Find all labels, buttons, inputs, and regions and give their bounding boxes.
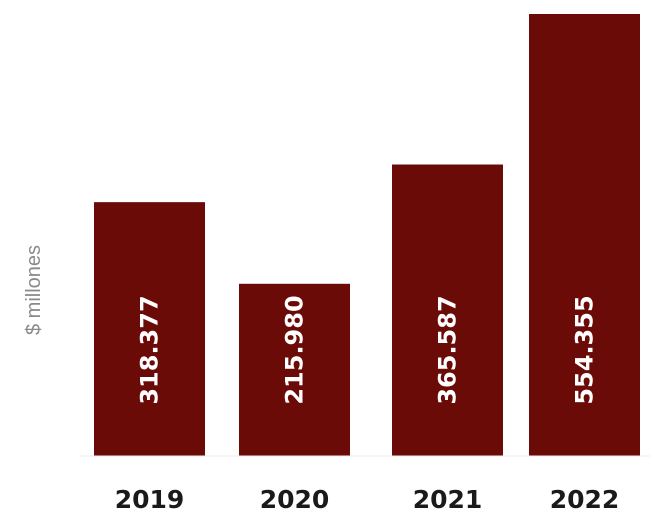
x-tick-2022: 2022	[550, 485, 620, 514]
bar-2021	[392, 164, 503, 456]
data-label-2021: 365.587	[434, 295, 462, 404]
y-axis-label: $ millones	[23, 245, 45, 335]
bars-group: 318.377 2019 215.980 2020 365.587 2021 554.355…	[94, 14, 640, 514]
data-label-2019: 318.377	[136, 295, 164, 404]
bar-2022	[529, 14, 640, 456]
data-label-2020: 215.980	[281, 295, 309, 404]
x-tick-2020: 2020	[260, 485, 330, 514]
bar-2020	[239, 283, 350, 456]
data-label-2022: 554.355	[571, 295, 599, 404]
x-tick-2019: 2019	[115, 485, 185, 514]
bar-2019	[94, 202, 205, 456]
x-tick-2021: 2021	[413, 485, 483, 514]
